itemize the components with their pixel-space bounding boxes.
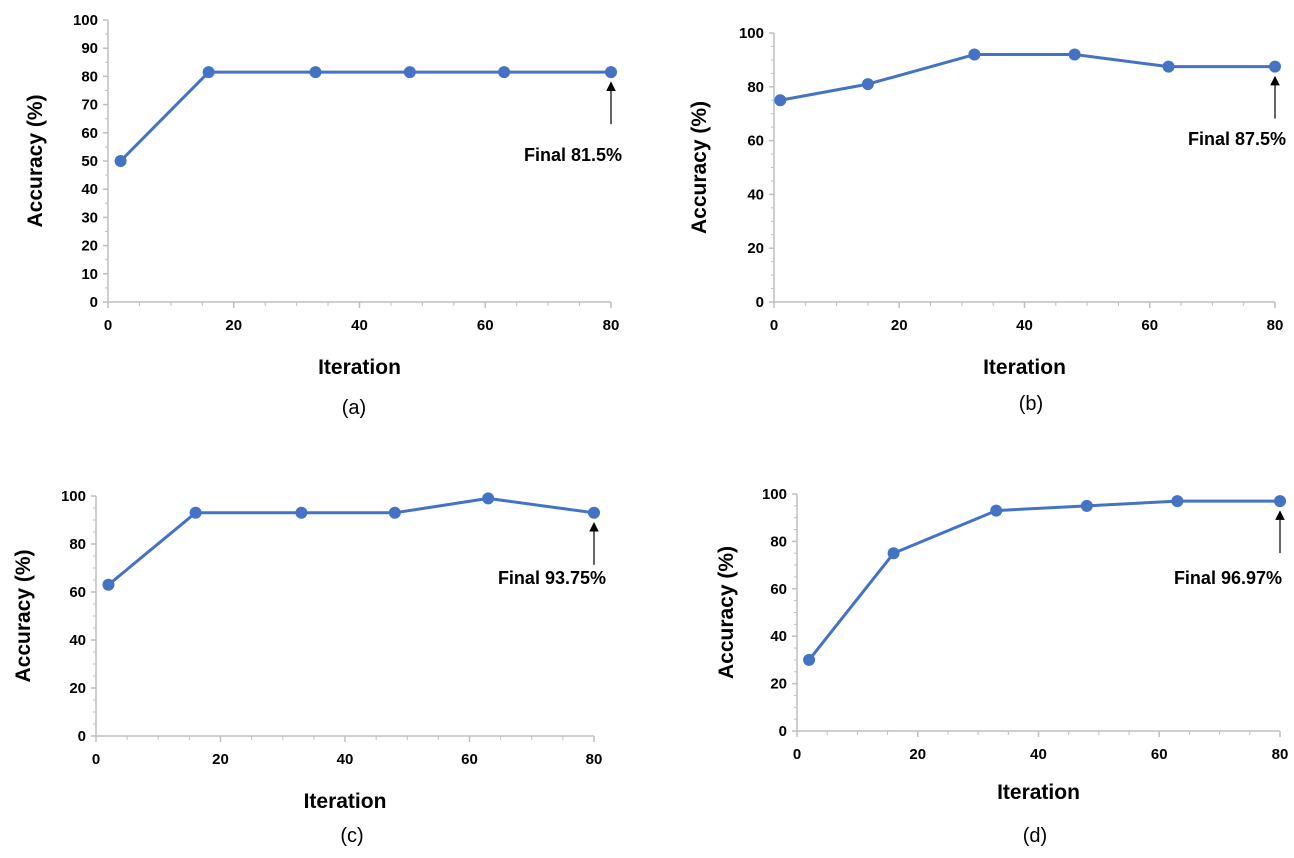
data-point-a bbox=[202, 66, 215, 79]
y-tick-label-a: 10 bbox=[81, 266, 98, 283]
data-point-c bbox=[102, 578, 115, 591]
y-tick-label-c: 0 bbox=[78, 728, 86, 745]
y-tick-label-d: 80 bbox=[770, 533, 787, 550]
x-axis-title-b: Iteration bbox=[983, 356, 1066, 379]
x-tick-label-d: 60 bbox=[1151, 746, 1168, 763]
data-point-d bbox=[990, 504, 1003, 517]
y-tick-label-a: 40 bbox=[81, 181, 98, 198]
data-point-b bbox=[861, 78, 874, 91]
panel-caption-d: (d) bbox=[1023, 825, 1047, 847]
y-tick-label-d: 40 bbox=[770, 628, 787, 645]
y-tick-label-a: 70 bbox=[81, 97, 98, 114]
data-point-c bbox=[189, 506, 202, 519]
y-tick-label-b: 20 bbox=[747, 240, 764, 257]
series-line-d bbox=[807, 499, 1280, 661]
data-point-b bbox=[1269, 60, 1281, 73]
annotation-label-d: Final 96.97% bbox=[1174, 568, 1282, 588]
y-tick-label-a: 100 bbox=[73, 12, 98, 29]
x-tick-label-b: 60 bbox=[1141, 317, 1158, 334]
data-point-b bbox=[1162, 60, 1175, 73]
x-tick-label-a: 20 bbox=[225, 317, 242, 334]
x-tick-label-b: 20 bbox=[891, 317, 908, 334]
data-point-a bbox=[309, 66, 322, 79]
panel-caption-c: (c) bbox=[340, 825, 363, 847]
annotation-label-c: Final 93.75% bbox=[498, 568, 606, 588]
x-tick-label-a: 0 bbox=[104, 317, 112, 334]
x-tick-label-b: 0 bbox=[770, 317, 778, 334]
x-tick-label-d: 20 bbox=[909, 746, 926, 763]
annotation-label-b: Final 87.5% bbox=[1188, 129, 1286, 149]
data-point-c bbox=[295, 506, 308, 519]
x-tick-label-c: 40 bbox=[337, 751, 354, 768]
y-axis-title-a: Accuracy (%) bbox=[24, 94, 47, 227]
x-tick-label-b: 80 bbox=[1267, 317, 1284, 334]
data-point-d bbox=[803, 653, 816, 666]
y-tick-label-b: 60 bbox=[747, 133, 764, 150]
y-tick-label-a: 80 bbox=[81, 68, 98, 85]
x-tick-label-a: 80 bbox=[603, 317, 620, 334]
x-tick-label-c: 60 bbox=[461, 751, 478, 768]
data-point-a bbox=[605, 66, 617, 79]
data-point-a bbox=[114, 155, 127, 167]
y-tick-label-d: 20 bbox=[770, 676, 787, 693]
data-point-d bbox=[1080, 499, 1093, 512]
data-point-b bbox=[774, 94, 787, 107]
panel-caption-b: (b) bbox=[1019, 393, 1043, 415]
y-tick-label-a: 50 bbox=[81, 153, 98, 170]
y-tick-label-c: 20 bbox=[69, 680, 86, 697]
x-tick-label-b: 40 bbox=[1016, 317, 1033, 334]
x-axis-title-d: Iteration bbox=[997, 781, 1080, 804]
data-point-c bbox=[388, 506, 401, 519]
data-point-b bbox=[968, 48, 981, 61]
data-point-d bbox=[887, 547, 900, 560]
y-tick-label-c: 80 bbox=[69, 536, 86, 553]
y-tick-label-d: 60 bbox=[770, 581, 787, 598]
data-point-c bbox=[482, 492, 495, 505]
y-tick-label-a: 20 bbox=[81, 238, 98, 255]
y-axis-title-c: Accuracy (%) bbox=[12, 549, 35, 682]
x-tick-label-d: 0 bbox=[793, 746, 801, 763]
data-point-b bbox=[1068, 48, 1081, 61]
x-tick-label-c: 80 bbox=[586, 751, 603, 768]
x-axis-title-a: Iteration bbox=[318, 356, 401, 379]
panel-caption-a: (a) bbox=[342, 397, 366, 419]
y-tick-label-a: 30 bbox=[81, 209, 98, 226]
data-point-a bbox=[403, 66, 416, 79]
series-line-a bbox=[119, 70, 611, 163]
data-point-c bbox=[588, 506, 600, 519]
y-tick-label-b: 0 bbox=[756, 294, 764, 311]
annotation-label-a: Final 81.5% bbox=[524, 145, 622, 165]
data-point-d bbox=[1171, 495, 1184, 508]
y-tick-label-b: 80 bbox=[747, 79, 764, 96]
x-tick-label-c: 0 bbox=[92, 751, 100, 768]
y-tick-label-a: 0 bbox=[90, 294, 98, 311]
y-tick-label-a: 60 bbox=[81, 125, 98, 142]
y-axis-title-d: Accuracy (%) bbox=[715, 546, 738, 679]
series-line-b bbox=[779, 53, 1275, 102]
x-tick-label-d: 40 bbox=[1030, 746, 1047, 763]
y-tick-label-d: 0 bbox=[779, 723, 787, 740]
x-tick-label-a: 40 bbox=[351, 317, 368, 334]
y-tick-label-b: 40 bbox=[747, 186, 764, 203]
y-tick-label-c: 60 bbox=[69, 584, 86, 601]
y-tick-label-a: 90 bbox=[81, 40, 98, 57]
x-axis-title-c: Iteration bbox=[304, 790, 387, 813]
y-axis-title-b: Accuracy (%) bbox=[688, 101, 711, 234]
y-tick-label-d: 100 bbox=[762, 486, 787, 503]
x-tick-label-a: 60 bbox=[477, 317, 494, 334]
x-tick-label-c: 20 bbox=[212, 751, 229, 768]
x-tick-label-d: 80 bbox=[1272, 746, 1289, 763]
data-point-a bbox=[498, 66, 511, 79]
data-point-d bbox=[1274, 495, 1286, 508]
y-tick-label-c: 100 bbox=[61, 488, 86, 505]
series-line-c bbox=[107, 496, 595, 586]
y-tick-label-b: 100 bbox=[739, 25, 764, 42]
y-tick-label-c: 40 bbox=[69, 632, 86, 649]
